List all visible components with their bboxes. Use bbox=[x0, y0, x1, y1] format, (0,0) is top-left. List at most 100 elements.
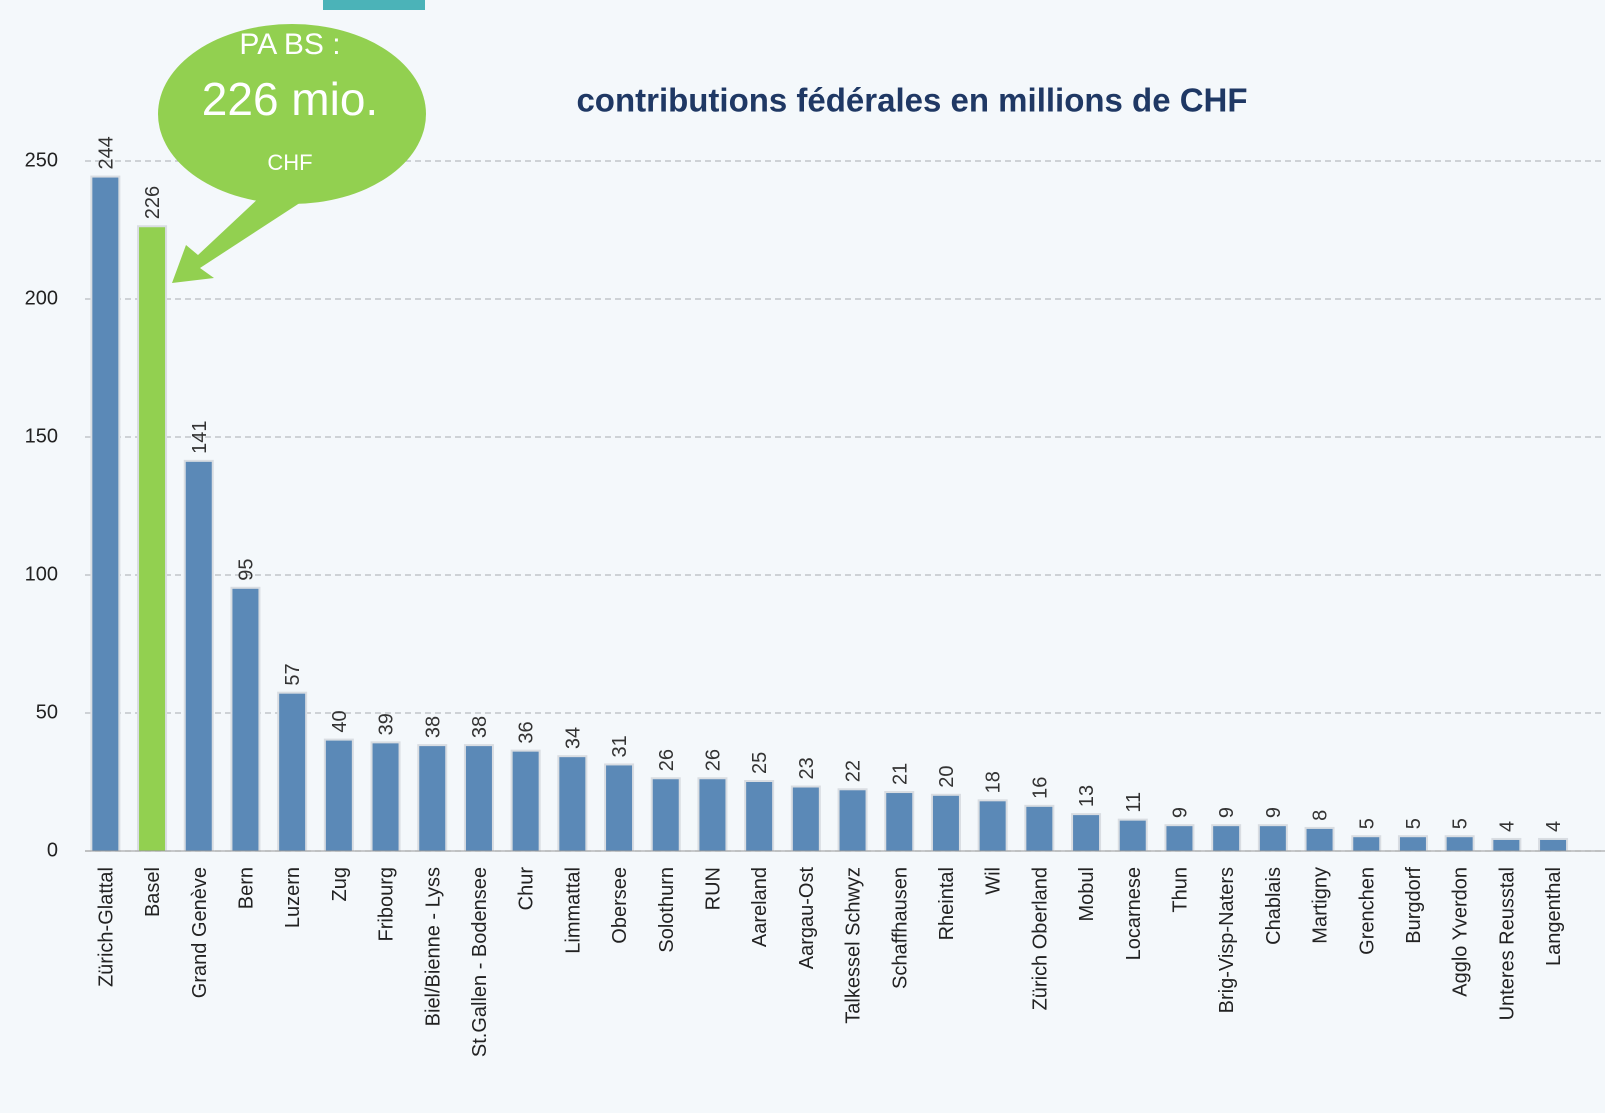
bar bbox=[652, 779, 679, 851]
x-tick-label: Talkessel Schwyz bbox=[843, 867, 865, 1024]
bar bbox=[1119, 820, 1146, 851]
value-label: 9 bbox=[1216, 807, 1238, 818]
bar bbox=[792, 787, 819, 851]
value-label: 4 bbox=[1543, 821, 1565, 832]
bar bbox=[886, 793, 913, 851]
value-label: 8 bbox=[1310, 810, 1332, 821]
bar bbox=[746, 782, 773, 851]
x-tick-label: Chablais bbox=[1263, 867, 1285, 945]
callout-arrow bbox=[172, 195, 312, 283]
x-tick-label: Chur bbox=[516, 867, 538, 911]
x-tick-label: Aargau-Ost bbox=[796, 867, 818, 970]
bar bbox=[1353, 837, 1380, 851]
bar bbox=[1399, 837, 1426, 851]
value-label: 26 bbox=[656, 749, 678, 771]
bar bbox=[559, 757, 586, 851]
value-label: 39 bbox=[376, 713, 398, 735]
bar bbox=[465, 746, 492, 851]
bar bbox=[1213, 826, 1240, 851]
bar bbox=[1540, 839, 1567, 851]
callout: PA BS : 226 mio. CHF bbox=[158, 24, 426, 283]
x-tick-label: Obersee bbox=[609, 867, 631, 944]
x-tick-label: Luzern bbox=[282, 867, 304, 928]
value-label: 34 bbox=[562, 727, 584, 749]
y-tick-label: 150 bbox=[25, 425, 58, 447]
value-label: 31 bbox=[609, 735, 631, 757]
value-label: 244 bbox=[95, 136, 117, 169]
chart-title: contributions fédérales en millions de C… bbox=[576, 82, 1247, 119]
x-tick-label: Unteres Reusstal bbox=[1496, 867, 1518, 1020]
value-label: 18 bbox=[983, 771, 1005, 793]
x-tick-label: Bern bbox=[235, 867, 257, 909]
value-label: 5 bbox=[1403, 818, 1425, 829]
x-tick-label: Zürich Oberland bbox=[1029, 867, 1051, 1010]
value-label: 4 bbox=[1496, 821, 1518, 832]
value-label: 22 bbox=[843, 760, 865, 782]
value-label: 11 bbox=[1123, 792, 1145, 813]
bar bbox=[1306, 828, 1333, 851]
value-label: 36 bbox=[516, 721, 538, 743]
value-label: 38 bbox=[422, 716, 444, 738]
value-label: 226 bbox=[142, 186, 164, 219]
bar bbox=[1493, 839, 1520, 851]
bar bbox=[232, 588, 259, 851]
x-tick-label: Biel/Bienne - Lyss bbox=[422, 867, 444, 1026]
value-label: 95 bbox=[235, 559, 257, 581]
x-tick-label: Aareland bbox=[749, 867, 771, 947]
value-label: 21 bbox=[889, 763, 911, 785]
x-tick-label: Schaffhausen bbox=[889, 867, 911, 989]
bar bbox=[932, 795, 959, 851]
bar bbox=[512, 751, 539, 851]
x-tick-label: RUN bbox=[702, 867, 724, 910]
y-tick-label: 0 bbox=[47, 839, 58, 861]
x-tick-label: Langenthal bbox=[1543, 867, 1565, 966]
bar bbox=[1026, 806, 1053, 851]
x-tick-label: Zug bbox=[329, 867, 351, 901]
bar bbox=[139, 227, 166, 852]
value-label: 5 bbox=[1356, 818, 1378, 829]
y-tick-label: 100 bbox=[25, 563, 58, 585]
y-tick-label: 200 bbox=[25, 287, 58, 309]
bar bbox=[279, 693, 306, 851]
bar bbox=[699, 779, 726, 851]
plot: 0 50 100 150 200 250 Zürich-Glattal 244 Basel 226… bbox=[25, 136, 1605, 1057]
bar bbox=[979, 801, 1006, 851]
bar bbox=[1259, 826, 1286, 851]
y-tick-label: 250 bbox=[25, 149, 58, 171]
bar bbox=[419, 746, 446, 851]
value-label: 40 bbox=[329, 710, 351, 732]
x-tick-label: Grenchen bbox=[1356, 867, 1378, 955]
callout-unit: CHF bbox=[267, 150, 312, 175]
bar bbox=[839, 790, 866, 851]
value-label: 57 bbox=[282, 663, 304, 685]
x-tick-label: Martigny bbox=[1310, 867, 1332, 944]
bar bbox=[372, 743, 399, 851]
x-tick-label: Agglo Yverdon bbox=[1450, 867, 1472, 997]
y-tick-label: 50 bbox=[36, 701, 58, 723]
x-tick-label: Solothurn bbox=[656, 867, 678, 953]
value-label: 13 bbox=[1076, 785, 1098, 807]
x-tick-label: Limmattal bbox=[562, 867, 584, 954]
bar bbox=[92, 177, 119, 851]
x-tick-label: Brig-Visp-Naters bbox=[1216, 867, 1238, 1013]
value-label: 23 bbox=[796, 757, 818, 779]
x-tick-label: Grand Genève bbox=[189, 867, 211, 998]
bar bbox=[325, 740, 352, 851]
bar bbox=[1166, 826, 1193, 851]
bar bbox=[1073, 815, 1100, 851]
x-tick-label: Locarnese bbox=[1123, 867, 1145, 960]
value-label: 141 bbox=[189, 420, 211, 453]
x-tick-label: Zürich-Glattal bbox=[95, 867, 117, 987]
value-label: 5 bbox=[1450, 818, 1472, 829]
bar bbox=[185, 461, 212, 851]
value-label: 25 bbox=[749, 752, 771, 774]
bar bbox=[606, 765, 633, 851]
value-label: 9 bbox=[1169, 807, 1191, 818]
x-tick-label: Burgdorf bbox=[1403, 867, 1425, 944]
callout-bubble bbox=[158, 24, 426, 204]
x-tick-label: Rheintal bbox=[936, 867, 958, 940]
x-tick-label: Fribourg bbox=[376, 867, 398, 941]
callout-value: 226 mio. bbox=[202, 73, 378, 125]
bar bbox=[1446, 837, 1473, 851]
